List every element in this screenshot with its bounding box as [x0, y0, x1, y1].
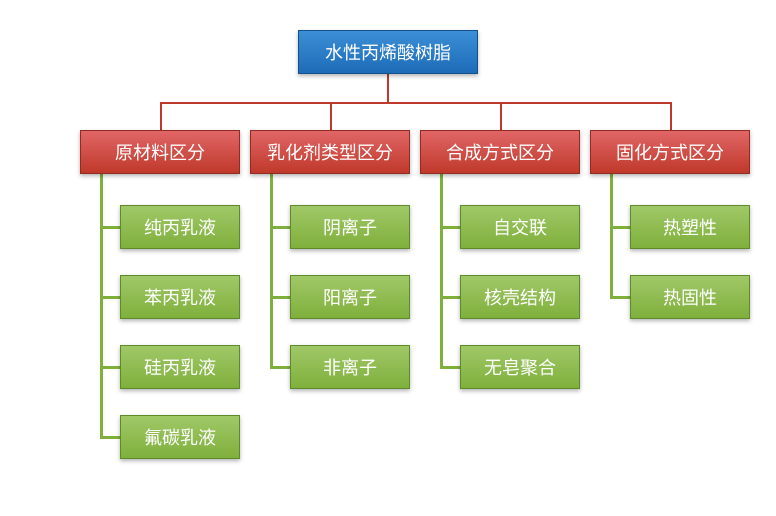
connector-root-down	[387, 74, 389, 102]
connector-hbar	[160, 102, 670, 104]
leaf-2-2: 无皂聚合	[460, 345, 580, 389]
category-2: 合成方式区分	[420, 130, 580, 174]
root-label: 水性丙烯酸树脂	[325, 39, 451, 65]
leaf-0-1: 苯丙乳液	[120, 275, 240, 319]
leaf-0-3: 氟碳乳液	[120, 415, 240, 459]
spine-col2	[440, 174, 443, 367]
leaf-0-0: 纯丙乳液	[120, 205, 240, 249]
leaf-3-0: 热塑性	[630, 205, 750, 249]
category-0: 原材料区分	[80, 130, 240, 174]
stub-col2-r2	[440, 366, 460, 369]
leaf-2-0-label: 自交联	[493, 214, 547, 240]
leaf-0-2-label: 硅丙乳液	[144, 354, 216, 380]
leaf-0-3-label: 氟碳乳液	[144, 424, 216, 450]
category-2-label: 合成方式区分	[446, 139, 554, 165]
spine-col1	[270, 174, 273, 367]
stub-col1-r1	[270, 296, 290, 299]
stub-col1-r2	[270, 366, 290, 369]
leaf-2-0: 自交联	[460, 205, 580, 249]
leaf-3-1: 热固性	[630, 275, 750, 319]
leaf-1-2-label: 非离子	[323, 354, 377, 380]
leaf-1-0-label: 阴离子	[323, 214, 377, 240]
connector-cat0-down	[160, 102, 162, 130]
leaf-1-0: 阴离子	[290, 205, 410, 249]
category-3: 固化方式区分	[590, 130, 750, 174]
stub-col0-r0	[100, 226, 120, 229]
leaf-0-0-label: 纯丙乳液	[144, 214, 216, 240]
leaf-2-1: 核壳结构	[460, 275, 580, 319]
category-1: 乳化剂类型区分	[250, 130, 410, 174]
stub-col0-r2	[100, 366, 120, 369]
stub-col0-r3	[100, 436, 120, 439]
leaf-0-2: 硅丙乳液	[120, 345, 240, 389]
leaf-0-1-label: 苯丙乳液	[144, 284, 216, 310]
leaf-3-0-label: 热塑性	[663, 214, 717, 240]
leaf-3-1-label: 热固性	[663, 284, 717, 310]
stub-col2-r1	[440, 296, 460, 299]
stub-col1-r0	[270, 226, 290, 229]
stub-col3-r0	[610, 226, 630, 229]
connector-cat3-down	[670, 102, 672, 130]
leaf-1-1: 阳离子	[290, 275, 410, 319]
root-node: 水性丙烯酸树脂	[298, 30, 478, 74]
leaf-1-1-label: 阳离子	[323, 284, 377, 310]
stub-col3-r1	[610, 296, 630, 299]
stub-col0-r1	[100, 296, 120, 299]
leaf-2-1-label: 核壳结构	[484, 284, 556, 310]
stub-col2-r0	[440, 226, 460, 229]
leaf-2-2-label: 无皂聚合	[484, 354, 556, 380]
category-0-label: 原材料区分	[115, 139, 205, 165]
leaf-1-2: 非离子	[290, 345, 410, 389]
category-3-label: 固化方式区分	[616, 139, 724, 165]
connector-cat1-down	[330, 102, 332, 130]
spine-col0	[100, 174, 103, 437]
connector-cat2-down	[500, 102, 502, 130]
category-1-label: 乳化剂类型区分	[267, 139, 393, 165]
spine-col3	[610, 174, 613, 297]
